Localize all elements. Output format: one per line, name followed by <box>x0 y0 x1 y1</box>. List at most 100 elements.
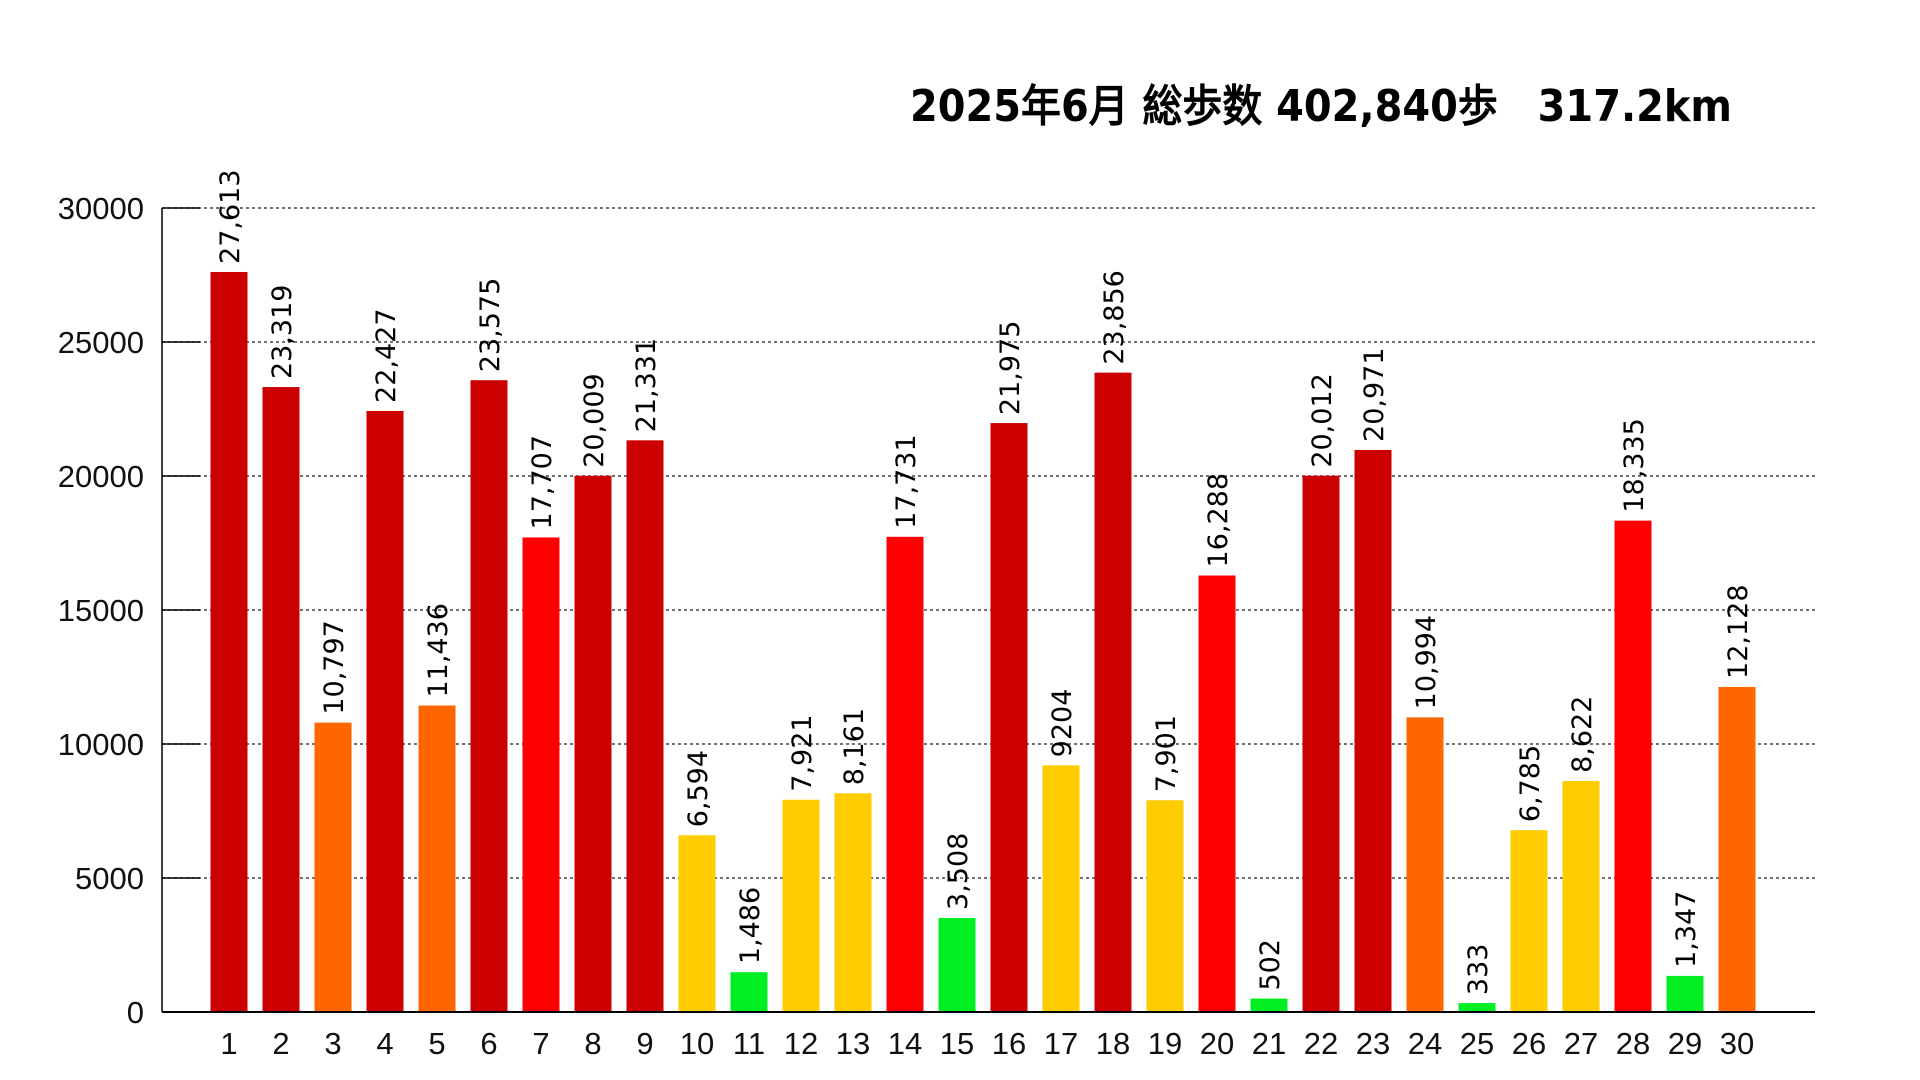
x-tick-label: 7 <box>532 1026 549 1061</box>
value-label: 6,785 <box>1515 745 1546 822</box>
bar-day-27 <box>1562 780 1600 1012</box>
bar-day-16 <box>990 423 1028 1012</box>
x-tick-label: 22 <box>1304 1026 1338 1061</box>
x-tick-label: 11 <box>733 1026 765 1061</box>
value-label: 20,009 <box>579 373 610 467</box>
value-label: 3,508 <box>943 833 974 910</box>
x-tick-label: 25 <box>1460 1026 1494 1061</box>
bar-day-28 <box>1614 520 1652 1012</box>
gridlines <box>162 207 1815 879</box>
bars: 27,613 23,319 10,797 22,427 11,436 23,575 17,7… <box>210 169 1756 1013</box>
bar-day-8 <box>574 475 612 1012</box>
bar-day-6 <box>470 380 508 1012</box>
value-label: 11,436 <box>423 603 454 697</box>
x-tick-label: 21 <box>1252 1026 1286 1061</box>
value-label: 1,347 <box>1671 891 1702 968</box>
bar-day-9 <box>626 440 664 1012</box>
value-label: 6,594 <box>683 750 714 827</box>
value-label: 22,427 <box>371 308 402 402</box>
x-tick-label: 28 <box>1616 1026 1650 1061</box>
chart-title: 2025年6月 総歩数 402,840歩 317.2km <box>910 81 1732 132</box>
y-tick-label: 15000 <box>58 593 144 628</box>
value-label: 27,613 <box>215 169 246 263</box>
x-tick-label: 17 <box>1044 1026 1078 1061</box>
bar-day-18 <box>1094 372 1132 1013</box>
x-axis: 1 2 3 4 5 6 7 8 9 10 11 12 13 14 15 16 17 18 19 20 21 22 23 24 2… <box>162 1011 1815 1061</box>
x-tick-label: 6 <box>480 1026 497 1061</box>
x-tick-label: 26 <box>1512 1026 1546 1061</box>
value-label: 7,901 <box>1151 715 1182 792</box>
y-tick-label: 25000 <box>58 325 144 360</box>
x-tick-label: 29 <box>1668 1026 1702 1061</box>
value-label: 21,975 <box>995 321 1026 415</box>
value-label: 12,128 <box>1723 584 1754 678</box>
x-tick-label: 8 <box>584 1026 601 1061</box>
value-label: 21,331 <box>631 338 662 432</box>
bar-day-17 <box>1042 765 1080 1012</box>
value-label: 9204 <box>1047 689 1078 758</box>
bar-day-5 <box>418 705 456 1012</box>
bar-day-2 <box>262 387 300 1013</box>
x-tick-label: 9 <box>636 1026 653 1061</box>
x-tick-label: 27 <box>1564 1026 1598 1061</box>
bar-day-14 <box>886 536 924 1012</box>
x-tick-label: 5 <box>428 1026 445 1061</box>
x-tick-label: 30 <box>1720 1026 1754 1061</box>
y-axis: 0 5000 10000 15000 20000 25000 30000 <box>58 191 200 1030</box>
x-tick-label: 18 <box>1096 1026 1130 1061</box>
value-label: 20,971 <box>1359 347 1390 441</box>
x-tick-label: 19 <box>1148 1026 1182 1061</box>
x-tick-label: 10 <box>680 1026 714 1061</box>
x-tick-label: 23 <box>1356 1026 1390 1061</box>
y-tick-label: 0 <box>127 995 144 1030</box>
x-tick-label: 1 <box>220 1026 237 1061</box>
bar-day-11 <box>730 972 768 1012</box>
bar-day-24 <box>1406 717 1444 1012</box>
x-tick-label: 14 <box>888 1026 922 1061</box>
bar-day-29 <box>1666 975 1704 1012</box>
bar-day-30 <box>1718 686 1756 1012</box>
y-tick-label: 10000 <box>58 727 144 762</box>
bar-day-13 <box>834 793 872 1012</box>
value-label: 16,288 <box>1203 473 1234 567</box>
x-tick-label: 15 <box>940 1026 974 1061</box>
bar-day-21 <box>1250 998 1288 1012</box>
value-label: 8,622 <box>1567 696 1598 773</box>
bar-day-4 <box>366 410 404 1012</box>
bar-day-20 <box>1198 575 1236 1012</box>
value-label: 23,575 <box>475 278 506 372</box>
value-label: 17,731 <box>891 434 922 528</box>
y-tick-label: 5000 <box>75 861 144 896</box>
value-label: 7,921 <box>787 714 818 791</box>
bar-day-15 <box>938 917 976 1012</box>
bar-day-10 <box>678 835 716 1012</box>
value-label: 10,797 <box>319 620 350 714</box>
bar-day-1 <box>210 271 248 1013</box>
x-tick-label: 16 <box>992 1026 1026 1061</box>
value-label: 1,486 <box>735 887 766 964</box>
bar-day-12 <box>782 799 820 1012</box>
bar-day-3 <box>314 722 352 1012</box>
bar-day-22 <box>1302 475 1340 1012</box>
value-label: 10,994 <box>1411 615 1442 709</box>
x-tick-label: 12 <box>784 1026 818 1061</box>
value-label: 23,856 <box>1099 270 1130 364</box>
x-tick-label: 13 <box>836 1026 870 1061</box>
value-label: 17,707 <box>527 435 558 529</box>
x-tick-label: 20 <box>1200 1026 1234 1061</box>
bar-day-25 <box>1458 1003 1496 1012</box>
value-label: 8,161 <box>839 708 870 785</box>
x-tick-label: 4 <box>376 1026 393 1061</box>
y-tick-label: 20000 <box>58 459 144 494</box>
y-tick-label: 30000 <box>58 191 144 226</box>
bar-day-7 <box>522 537 560 1012</box>
bar-day-23 <box>1354 449 1392 1013</box>
x-tick-label: 3 <box>324 1026 341 1061</box>
value-label: 20,012 <box>1307 373 1338 467</box>
value-label: 23,319 <box>267 285 298 379</box>
bar-day-26 <box>1510 830 1548 1012</box>
value-label: 333 <box>1463 944 1494 996</box>
bar-day-19 <box>1146 800 1184 1012</box>
x-tick-label: 2 <box>272 1026 289 1061</box>
